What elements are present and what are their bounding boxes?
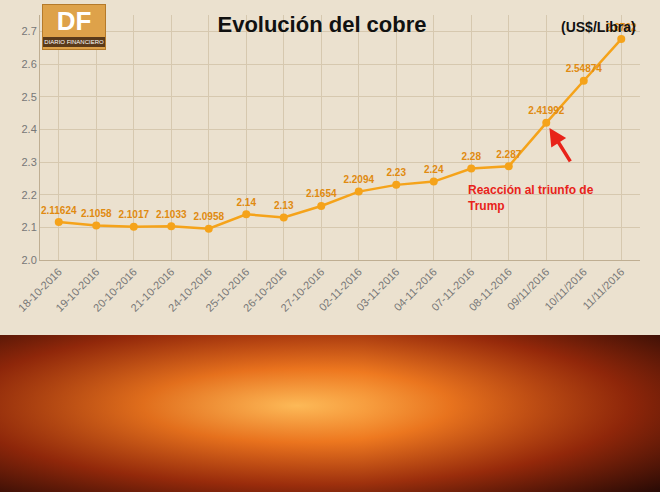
svg-text:11/11/2016: 11/11/2016: [580, 266, 626, 312]
svg-text:(US$/Libra): (US$/Libra): [561, 19, 636, 35]
svg-text:2.54874: 2.54874: [566, 63, 603, 74]
svg-text:2.14: 2.14: [237, 197, 257, 208]
svg-text:27-10-2016: 27-10-2016: [278, 266, 326, 314]
svg-text:2.6762: 2.6762: [606, 22, 637, 33]
svg-text:26-10-2016: 26-10-2016: [241, 266, 289, 314]
svg-text:Reacción al triunfo deTrump: Reacción al triunfo deTrump: [468, 183, 594, 213]
svg-text:20-10-2016: 20-10-2016: [91, 266, 139, 314]
svg-text:2.5: 2.5: [22, 91, 37, 103]
svg-text:Evolución del cobre: Evolución del cobre: [217, 12, 426, 37]
svg-text:2.7: 2.7: [22, 25, 37, 37]
svg-text:2.1: 2.1: [22, 221, 37, 233]
svg-text:19-10-2016: 19-10-2016: [53, 266, 101, 314]
html-text:DIARIO FINANCIERO: DIARIO FINANCIERO: [44, 39, 104, 45]
svg-text:04-11-2016: 04-11-2016: [391, 266, 439, 314]
svg-text:2.1033: 2.1033: [156, 209, 187, 220]
svg-text:2.24: 2.24: [424, 164, 444, 175]
svg-text:07-11-2016: 07-11-2016: [429, 266, 477, 314]
svg-text:2.11624: 2.11624: [41, 205, 77, 216]
svg-text:2.13: 2.13: [274, 200, 294, 211]
svg-text:09/11/2016: 09/11/2016: [505, 266, 552, 313]
svg-text:08-11-2016: 08-11-2016: [466, 266, 514, 314]
svg-text:18-10-2016: 18-10-2016: [16, 266, 64, 314]
svg-text:25-10-2016: 25-10-2016: [203, 266, 251, 314]
svg-text:24-10-2016: 24-10-2016: [166, 266, 214, 314]
svg-text:2.0958: 2.0958: [193, 211, 224, 222]
svg-text:2.6: 2.6: [22, 58, 37, 70]
svg-text:02-11-2016: 02-11-2016: [316, 266, 364, 314]
svg-text:2.1654: 2.1654: [306, 188, 337, 199]
svg-text:2.23: 2.23: [387, 167, 407, 178]
svg-text:03-11-2016: 03-11-2016: [354, 266, 402, 314]
svg-text:10/11/2016: 10/11/2016: [542, 266, 589, 313]
svg-text:21-10-2016: 21-10-2016: [128, 266, 176, 314]
svg-text:2.1058: 2.1058: [81, 208, 112, 219]
svg-text:2.2094: 2.2094: [343, 174, 374, 185]
svg-text:2.0: 2.0: [22, 254, 37, 266]
svg-text:2.287: 2.287: [496, 149, 521, 160]
svg-text:2.41992: 2.41992: [528, 105, 565, 116]
svg-text:2.2: 2.2: [22, 189, 37, 201]
svg-text:2.1017: 2.1017: [118, 209, 149, 220]
svg-text:2.4: 2.4: [22, 123, 37, 135]
svg-text:2.28: 2.28: [462, 151, 482, 162]
html-text:DF: DF: [56, 6, 92, 36]
svg-text:2.3: 2.3: [22, 156, 37, 168]
